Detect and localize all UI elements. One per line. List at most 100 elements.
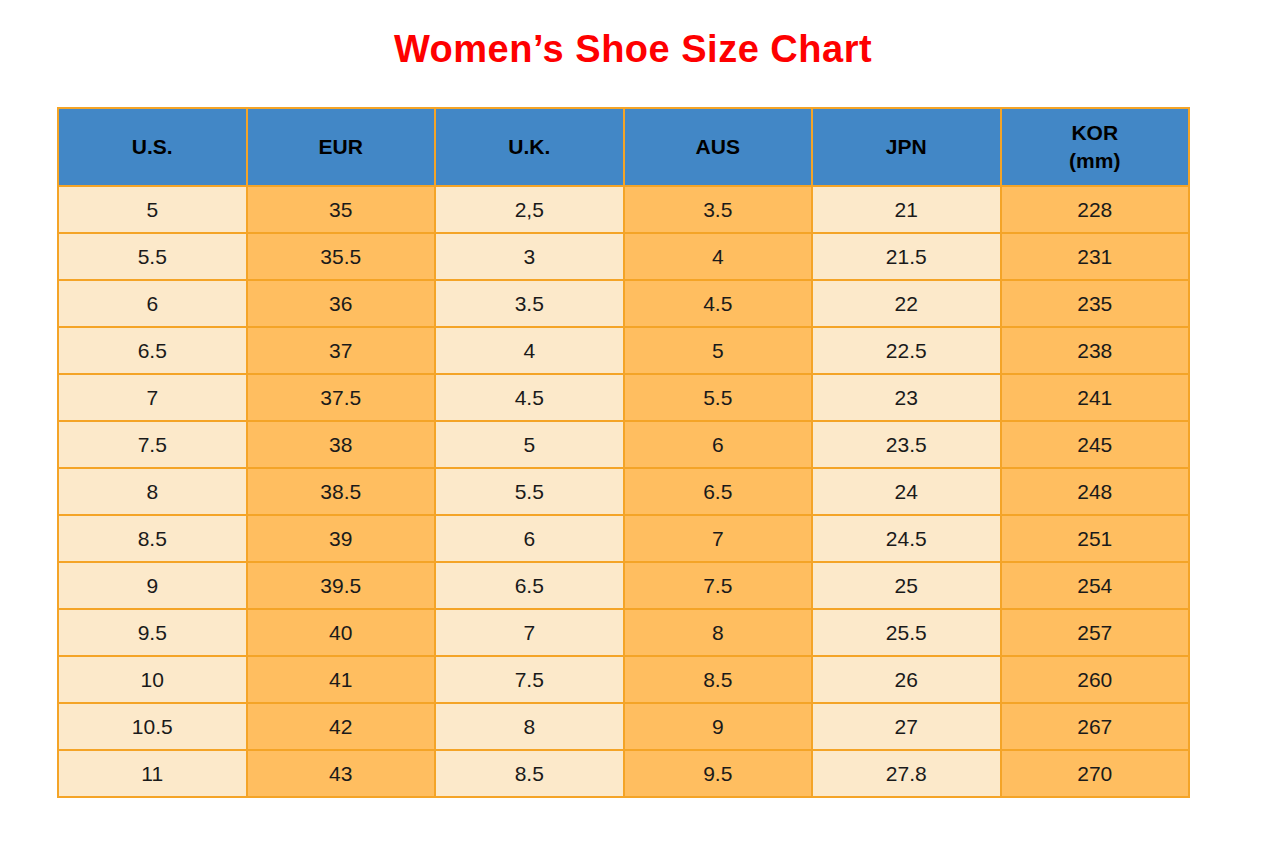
header-row: U.S.EURU.K.AUSJPNKOR(mm): [58, 108, 1189, 186]
table-cell: 5: [58, 186, 247, 233]
table-cell: 22: [812, 280, 1001, 327]
table-cell: 267: [1001, 703, 1190, 750]
table-cell: 7.5: [435, 656, 624, 703]
column-header-label: U.S.: [60, 133, 245, 161]
table-row: 6363.54.522235: [58, 280, 1189, 327]
table-cell: 38.5: [247, 468, 436, 515]
table-cell: 24: [812, 468, 1001, 515]
table-row: 10.5428927267: [58, 703, 1189, 750]
table-cell: 11: [58, 750, 247, 797]
table-cell: 3.5: [435, 280, 624, 327]
column-header-eur: EUR: [247, 108, 436, 186]
table-cell: 21: [812, 186, 1001, 233]
table-cell: 257: [1001, 609, 1190, 656]
table-cell: 38: [247, 421, 436, 468]
column-header-label: U.K.: [437, 133, 622, 161]
table-cell: 40: [247, 609, 436, 656]
table-cell: 8: [435, 703, 624, 750]
table-cell: 43: [247, 750, 436, 797]
table-cell: 4: [624, 233, 813, 280]
table-cell: 5.5: [58, 233, 247, 280]
table-cell: 7.5: [58, 421, 247, 468]
table-cell: 7: [58, 374, 247, 421]
table-cell: 251: [1001, 515, 1190, 562]
table-cell: 238: [1001, 327, 1190, 374]
column-header-us: U.S.: [58, 108, 247, 186]
table-cell: 21.5: [812, 233, 1001, 280]
column-header-label: EUR: [249, 133, 434, 161]
table-cell: 270: [1001, 750, 1190, 797]
table-cell: 25.5: [812, 609, 1001, 656]
table-row: 838.55.56.524248: [58, 468, 1189, 515]
table-cell: 39: [247, 515, 436, 562]
table-cell: 36: [247, 280, 436, 327]
table-cell: 7.5: [624, 562, 813, 609]
table-cell: 5.5: [435, 468, 624, 515]
table-cell: 4.5: [435, 374, 624, 421]
table-cell: 39.5: [247, 562, 436, 609]
table-cell: 8.5: [58, 515, 247, 562]
column-header-uk: U.K.: [435, 108, 624, 186]
table-cell: 9.5: [58, 609, 247, 656]
table-cell: 35.5: [247, 233, 436, 280]
table-cell: 37: [247, 327, 436, 374]
table-cell: 5.5: [624, 374, 813, 421]
table-cell: 9: [624, 703, 813, 750]
table-body: 5352,53.5212285.535.53421.52316363.54.52…: [58, 186, 1189, 797]
table-cell: 27: [812, 703, 1001, 750]
column-header-label: AUS: [626, 133, 811, 161]
column-header-aus: AUS: [624, 108, 813, 186]
table-cell: 6: [58, 280, 247, 327]
table-cell: 24.5: [812, 515, 1001, 562]
table-cell: 6.5: [624, 468, 813, 515]
table-cell: 9.5: [624, 750, 813, 797]
table-cell: 26: [812, 656, 1001, 703]
table-cell: 25: [812, 562, 1001, 609]
table-cell: 2,5: [435, 186, 624, 233]
page-title: Women’s Shoe Size Chart: [0, 28, 1266, 71]
column-header-kor: KOR(mm): [1001, 108, 1190, 186]
table-cell: 4: [435, 327, 624, 374]
table-cell: 27.8: [812, 750, 1001, 797]
table-cell: 37.5: [247, 374, 436, 421]
table-cell: 6.5: [58, 327, 247, 374]
table-cell: 5: [435, 421, 624, 468]
table-cell: 231: [1001, 233, 1190, 280]
table-row: 10417.58.526260: [58, 656, 1189, 703]
table-row: 7.5385623.5245: [58, 421, 1189, 468]
table-cell: 23: [812, 374, 1001, 421]
table-cell: 10: [58, 656, 247, 703]
column-header-sublabel: (mm): [1003, 147, 1188, 175]
table-row: 939.56.57.525254: [58, 562, 1189, 609]
page: Women’s Shoe Size Chart U.S.EURU.K.AUSJP…: [0, 28, 1266, 71]
table-cell: 254: [1001, 562, 1190, 609]
table-row: 8.5396724.5251: [58, 515, 1189, 562]
table-header: U.S.EURU.K.AUSJPNKOR(mm): [58, 108, 1189, 186]
table-row: 5352,53.521228: [58, 186, 1189, 233]
table-cell: 23.5: [812, 421, 1001, 468]
column-header-label: KOR: [1003, 119, 1188, 147]
table-cell: 228: [1001, 186, 1190, 233]
table-cell: 235: [1001, 280, 1190, 327]
table-cell: 9: [58, 562, 247, 609]
table-row: 11438.59.527.8270: [58, 750, 1189, 797]
table-cell: 241: [1001, 374, 1190, 421]
table-row: 5.535.53421.5231: [58, 233, 1189, 280]
table-cell: 3: [435, 233, 624, 280]
table-cell: 6.5: [435, 562, 624, 609]
table-cell: 8.5: [624, 656, 813, 703]
table-cell: 8: [624, 609, 813, 656]
table-cell: 7: [435, 609, 624, 656]
table-row: 6.5374522.5238: [58, 327, 1189, 374]
table-cell: 3.5: [624, 186, 813, 233]
table-cell: 245: [1001, 421, 1190, 468]
table-cell: 35: [247, 186, 436, 233]
table-cell: 22.5: [812, 327, 1001, 374]
table-cell: 248: [1001, 468, 1190, 515]
table-cell: 7: [624, 515, 813, 562]
table-cell: 8: [58, 468, 247, 515]
column-header-label: JPN: [814, 133, 999, 161]
column-header-jpn: JPN: [812, 108, 1001, 186]
table-row: 737.54.55.523241: [58, 374, 1189, 421]
table-cell: 6: [624, 421, 813, 468]
